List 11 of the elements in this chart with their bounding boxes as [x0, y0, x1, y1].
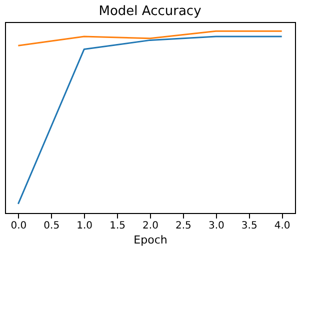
x-tick-label: 3.0	[208, 220, 224, 232]
x-axis-title: Epoch	[134, 234, 168, 246]
x-tick-label: 2.5	[176, 220, 192, 232]
x-tick-label: 0.0	[10, 220, 27, 232]
x-tick-label: 0.5	[44, 220, 60, 232]
x-tick-label: 1.0	[76, 220, 93, 232]
x-tick-label: 3.5	[241, 220, 258, 232]
chart-title: Model Accuracy	[98, 4, 202, 19]
x-tick-label: 4.0	[274, 220, 290, 232]
x-tick-label: 1.5	[110, 220, 126, 232]
x-tick-label: 2.0	[142, 220, 158, 232]
